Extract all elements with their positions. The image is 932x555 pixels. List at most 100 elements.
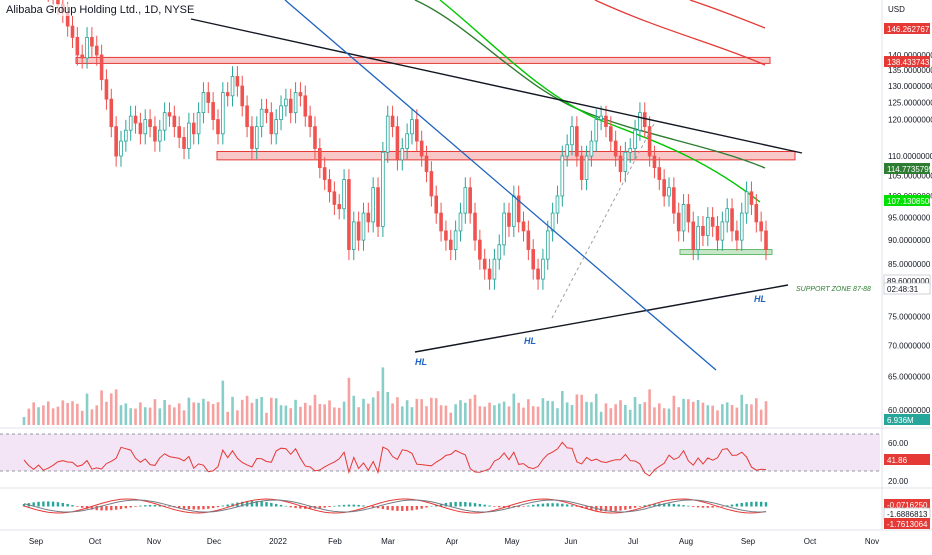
volume-bar — [609, 408, 613, 425]
candle-body — [284, 98, 288, 107]
volume-bar — [434, 398, 438, 425]
macd-bar — [401, 506, 404, 511]
macd-bar — [682, 505, 685, 507]
candle-body — [90, 37, 94, 47]
volume-bar — [396, 397, 399, 425]
macd-bar — [565, 504, 569, 507]
macd-bar — [192, 506, 195, 510]
volume-bar — [371, 397, 375, 425]
candle-body — [623, 151, 628, 172]
volume-bar — [425, 406, 428, 425]
volume-bar — [245, 395, 249, 425]
macd-bar — [119, 506, 123, 510]
macd-bar — [706, 506, 710, 508]
volume-bar — [604, 403, 608, 425]
candle-body — [744, 191, 749, 214]
candle-body — [245, 105, 249, 128]
volume-bar — [619, 400, 622, 425]
candle-body — [148, 119, 152, 128]
candle-body — [279, 105, 283, 120]
volume-bar — [313, 394, 317, 425]
volume-bar — [22, 417, 26, 425]
macd-bar — [488, 505, 491, 507]
candle-body — [720, 221, 725, 241]
candle-body — [550, 212, 555, 232]
volume-bar — [221, 380, 225, 425]
candle-body — [526, 230, 531, 250]
time-tick-label: Jul — [628, 537, 638, 546]
candle-body — [298, 92, 303, 97]
volume-bar — [483, 406, 487, 425]
time-tick-label: May — [504, 537, 519, 546]
volume-bar — [493, 405, 496, 425]
blue-downtrend-line — [284, 0, 717, 371]
candle-body — [638, 112, 642, 131]
volume-bar — [134, 408, 137, 425]
price-badge-text: 41.86 — [887, 456, 908, 465]
volume-bar — [42, 405, 45, 425]
price-tick-label: 85.0000000 — [888, 260, 931, 269]
volume-bar — [100, 390, 103, 425]
volume-bar — [527, 399, 530, 425]
macd-bar — [260, 501, 263, 507]
macd-bar — [362, 505, 365, 507]
candle-body — [167, 112, 172, 117]
volume-bar — [32, 402, 35, 425]
volume-bar — [367, 403, 370, 425]
volume-bar — [173, 407, 176, 425]
volume-bar — [347, 377, 351, 425]
volume-bar — [163, 400, 166, 425]
volume-bar — [716, 410, 719, 425]
support-zone-label: SUPPORT ZONE 87-88 — [796, 286, 871, 293]
volume-bar — [546, 400, 550, 425]
volume-bar — [468, 398, 472, 425]
time-tick-label: Jun — [565, 537, 578, 546]
candle-body — [487, 268, 492, 280]
macd-bar — [730, 504, 734, 507]
candle-body — [691, 221, 696, 250]
macd-bar — [284, 505, 288, 507]
candle-body — [570, 126, 574, 146]
macd-bar — [444, 502, 448, 507]
candle-body — [502, 212, 506, 246]
volume-bar — [289, 408, 293, 425]
volume-bar — [755, 398, 758, 425]
volume-bar — [696, 400, 700, 425]
candle-body — [560, 155, 565, 197]
volume-bar — [658, 403, 661, 425]
candle-body — [730, 208, 734, 232]
macd-bar — [493, 506, 496, 507]
candle-body — [642, 112, 647, 128]
macd-bar — [396, 506, 399, 511]
price-badge — [884, 454, 930, 465]
volume-bar — [512, 393, 516, 425]
candle-body — [410, 119, 414, 135]
price-badge-text: 6.936M — [887, 416, 914, 425]
volume-bar — [570, 405, 574, 425]
volume-bar — [667, 408, 671, 425]
volume-bar — [745, 404, 748, 425]
candle-body — [696, 225, 700, 250]
candle-body — [555, 195, 560, 214]
candle-body — [211, 102, 215, 120]
macd-bar — [274, 503, 278, 507]
volume-bar — [105, 401, 108, 425]
volume-bar — [308, 405, 312, 425]
volume-bar — [551, 401, 554, 425]
macd-bar — [585, 506, 588, 509]
volume-bar — [614, 404, 617, 425]
candle-body — [497, 244, 502, 260]
volume-bar — [730, 405, 734, 425]
candle-body — [313, 126, 317, 149]
time-tick-label: Nov — [147, 537, 161, 546]
volume-bar — [764, 401, 768, 425]
volume-bar — [556, 408, 559, 425]
volume-bar — [51, 408, 55, 425]
candle-body — [672, 187, 676, 214]
volume-bar — [590, 402, 593, 425]
volume-bar — [71, 401, 74, 425]
price-badge — [884, 56, 930, 67]
candle-body — [196, 112, 201, 135]
candle-body — [114, 126, 118, 157]
rsi-line — [23, 441, 767, 477]
